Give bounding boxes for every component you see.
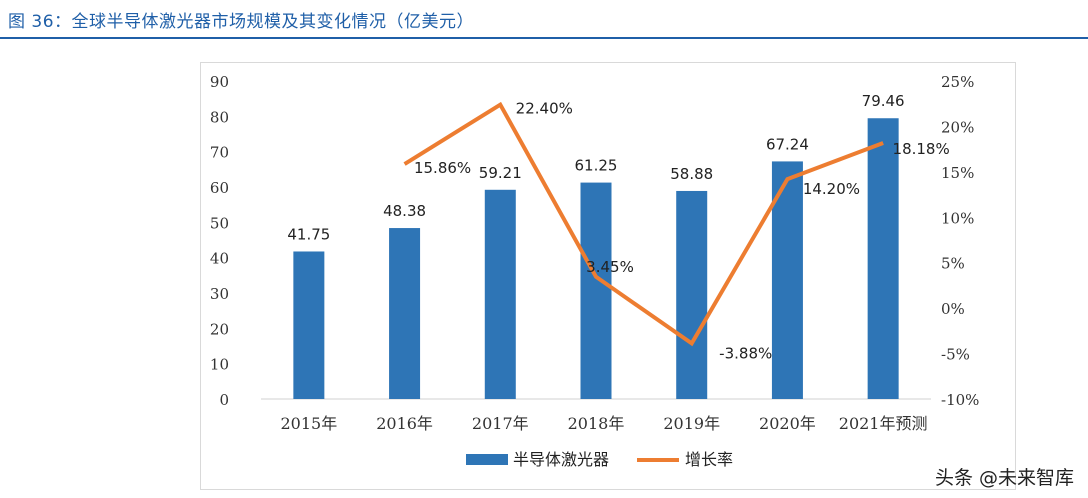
line-value-label: 3.45%: [586, 258, 634, 276]
bar: [293, 251, 325, 399]
x-tick-label: 2018年: [568, 414, 625, 433]
y-right-tick-label: 5%: [941, 255, 965, 273]
bar-value-label: 48.38: [383, 202, 426, 220]
figure-title: 图 36：全球半导体激光器市场规模及其变化情况（亿美元）: [8, 12, 475, 32]
x-tick-label: 2016年: [376, 414, 433, 433]
title-divider: [0, 37, 1088, 39]
series-line-growth-rate: [403, 101, 884, 347]
y-right-tick-label: 15%: [941, 164, 974, 182]
line-value-label: -3.88%: [719, 344, 772, 362]
bar: [771, 161, 803, 399]
y-left-tick-label: 20: [210, 320, 229, 338]
y-left-tick-label: 80: [210, 108, 229, 126]
line-value-label: 14.20%: [803, 180, 860, 198]
y-left-tick-label: 50: [210, 214, 229, 232]
bar-value-label: 59.21: [479, 164, 522, 182]
line-value-label: 18.18%: [893, 140, 950, 158]
x-tick-label: 2020年: [759, 414, 816, 433]
bar-value-label: 67.24: [766, 135, 809, 153]
y-left-tick-label: 10: [210, 356, 229, 374]
line-value-label: 15.86%: [414, 159, 471, 177]
y-left-tick-label: 60: [210, 179, 229, 197]
y-right-tick-label: 20%: [941, 118, 974, 136]
x-tick-label: 2021年预测: [839, 414, 928, 433]
bar: [484, 189, 516, 399]
y-left-tick-label: 40: [210, 250, 229, 268]
watermark: 头条 @未来智库: [934, 467, 1074, 489]
bar-value-label: 41.75: [287, 225, 330, 243]
x-tick-label: 2015年: [280, 414, 337, 433]
y-left-tick-label: 90: [210, 73, 229, 91]
y-right-tick-label: -5%: [941, 346, 970, 364]
line-value-label: 22.40%: [516, 100, 573, 118]
y-right-tick-label: 25%: [941, 73, 974, 91]
x-tick-label: 2017年: [472, 414, 529, 433]
y-right-tick-label: 10%: [941, 209, 974, 227]
bar: [389, 228, 421, 399]
bar: [867, 118, 899, 399]
legend-label-line: 增长率: [685, 450, 733, 469]
y-left-tick-label: 70: [210, 144, 229, 162]
y-left-tick-label: 0: [219, 391, 229, 409]
y-right-tick-label: -10%: [941, 391, 979, 409]
bar-value-label: 61.25: [575, 157, 618, 175]
legend-swatch-bar: [466, 454, 508, 465]
y-right-tick-label: 0%: [941, 300, 965, 318]
x-tick-label: 2019年: [663, 414, 720, 433]
bar-value-label: 58.88: [670, 165, 713, 183]
combo-chart: 0 10 20 30 40 50 60 70 80 90 -10% -5% 0% 5% 10% 15% 20% 2…: [210, 73, 980, 469]
y-left-tick-label: 30: [210, 285, 229, 303]
legend-label-bar: 半导体激光器: [513, 450, 609, 469]
bar: [676, 190, 708, 399]
bar: [580, 182, 612, 399]
bar-value-label: 79.46: [862, 92, 905, 110]
chart-container: 0 10 20 30 40 50 60 70 80 90 -10% -5% 0% 5% 10% 15% 20% 2…: [200, 62, 1016, 490]
